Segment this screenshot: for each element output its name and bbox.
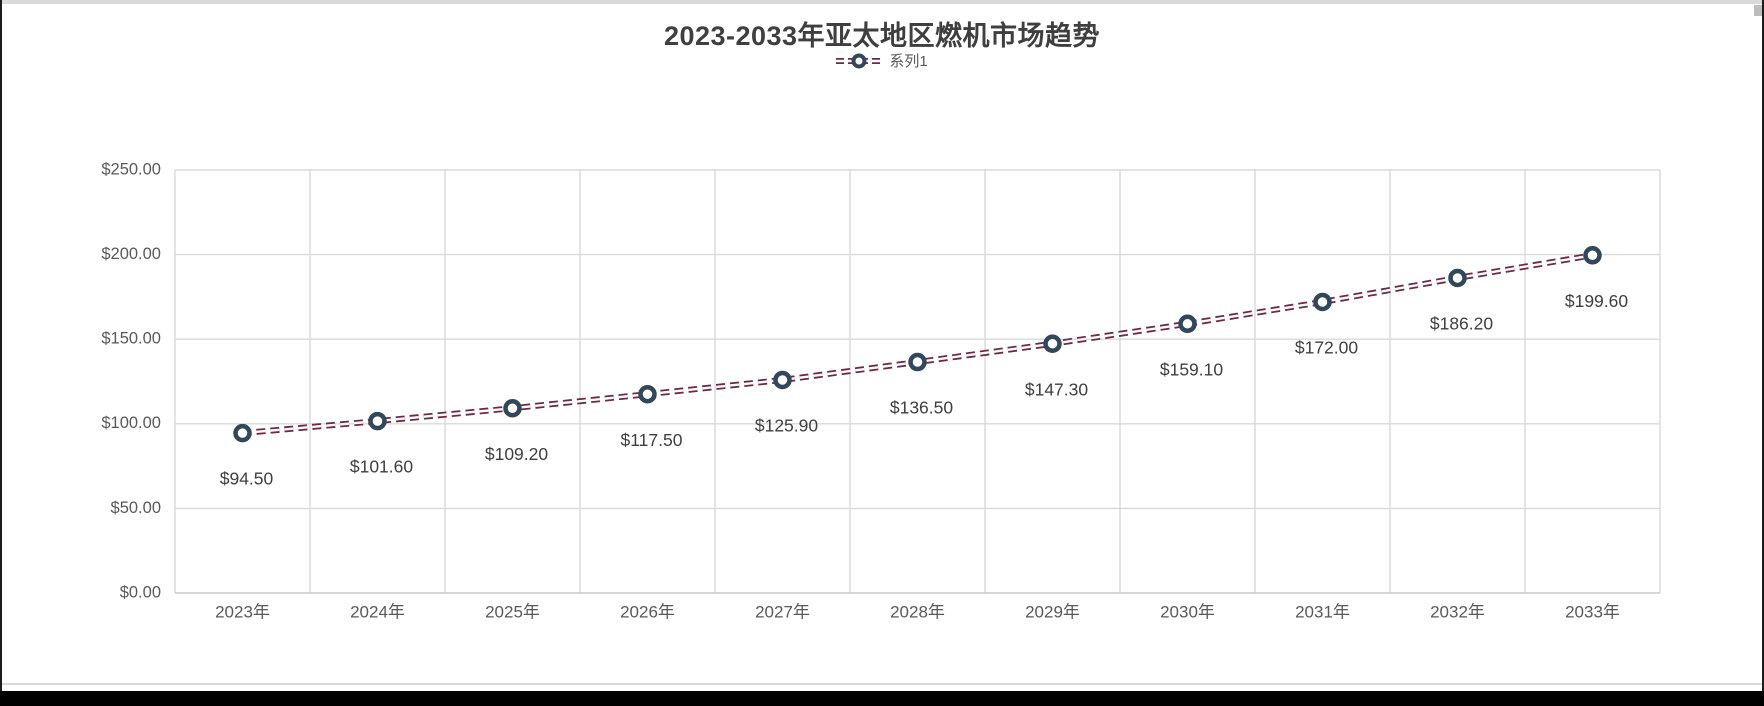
data-point-label: $109.20 <box>485 444 549 464</box>
data-point-marker <box>908 352 927 372</box>
data-point-marker <box>1178 314 1197 334</box>
top-strip <box>0 0 1764 4</box>
data-point-marker <box>773 370 792 390</box>
x-axis-tick-label: 2025年 <box>485 602 540 621</box>
data-point-marker <box>233 423 252 443</box>
y-axis-tick-label: $100.00 <box>101 414 161 432</box>
legend-series-label: 系列1 <box>889 53 928 70</box>
data-point-label: $101.60 <box>350 457 414 477</box>
legend-series-marker-icon <box>836 53 883 68</box>
data-point-label: $117.50 <box>621 430 683 450</box>
data-point-label: $199.60 <box>1565 291 1629 311</box>
y-axis-tick-label: $150.00 <box>101 330 161 348</box>
x-axis-tick-label: 2023年 <box>215 602 270 621</box>
data-point-label: $125.90 <box>755 416 819 436</box>
data-point-marker <box>638 384 657 404</box>
right-edge-border <box>1762 0 1764 706</box>
data-point-marker <box>1043 334 1062 354</box>
x-axis-tick-label: 2024年 <box>350 602 405 621</box>
data-point-label: $147.30 <box>1025 379 1089 399</box>
y-axis-tick-label: $250.00 <box>101 160 161 178</box>
x-axis-tick-label: 2031年 <box>1295 602 1350 621</box>
data-point-marker <box>368 411 387 431</box>
y-axis-tick-label: $0.00 <box>120 583 161 601</box>
data-point-label: $172.00 <box>1295 338 1359 358</box>
gridlines <box>174 169 1661 594</box>
chart-title: 2023-2033年亚太地区燃机市场趋势 <box>663 21 1101 51</box>
bottom-divider-line <box>2 683 1762 685</box>
x-axis-tick-label: 2033年 <box>1565 602 1620 621</box>
legend: 系列1 <box>0 50 1764 71</box>
scrollbar-artifact <box>1754 5 1762 16</box>
x-axis-tick-label: 2026年 <box>620 602 675 621</box>
x-axis-tick-label: 2032年 <box>1430 602 1485 621</box>
x-axis-tick-label: 2030年 <box>1160 602 1215 621</box>
data-point-marker <box>503 398 522 418</box>
y-axis-tick-label: $50.00 <box>111 499 161 517</box>
x-axis-tick-label: 2028年 <box>890 602 945 621</box>
bottom-black-bar <box>0 691 1764 706</box>
x-axis-tick-label: 2029年 <box>1025 602 1080 621</box>
y-axis: $0.00 $50.00 $100.00 $150.00 $200.00 $250.00 <box>101 160 161 601</box>
data-point-marker <box>1313 292 1332 312</box>
y-axis-tick-label: $200.00 <box>101 245 161 263</box>
data-point-marker <box>1448 268 1467 288</box>
data-point-marker <box>1583 246 1602 265</box>
left-edge-border <box>0 0 2 706</box>
data-point-label: $136.50 <box>890 398 954 418</box>
data-point-label: $94.50 <box>220 469 274 489</box>
x-axis: 2023年 2024年 2025年 2026年 2027年 2028年 2029年 2030年… <box>215 602 1620 621</box>
x-axis-tick-label: 2027年 <box>755 602 810 621</box>
data-points: $94.50 $101.60 $109.20 $117.50 $125.90 $136.5… <box>220 246 1629 489</box>
data-point-label: $159.10 <box>1160 359 1224 379</box>
data-point-label: $186.20 <box>1430 314 1494 334</box>
